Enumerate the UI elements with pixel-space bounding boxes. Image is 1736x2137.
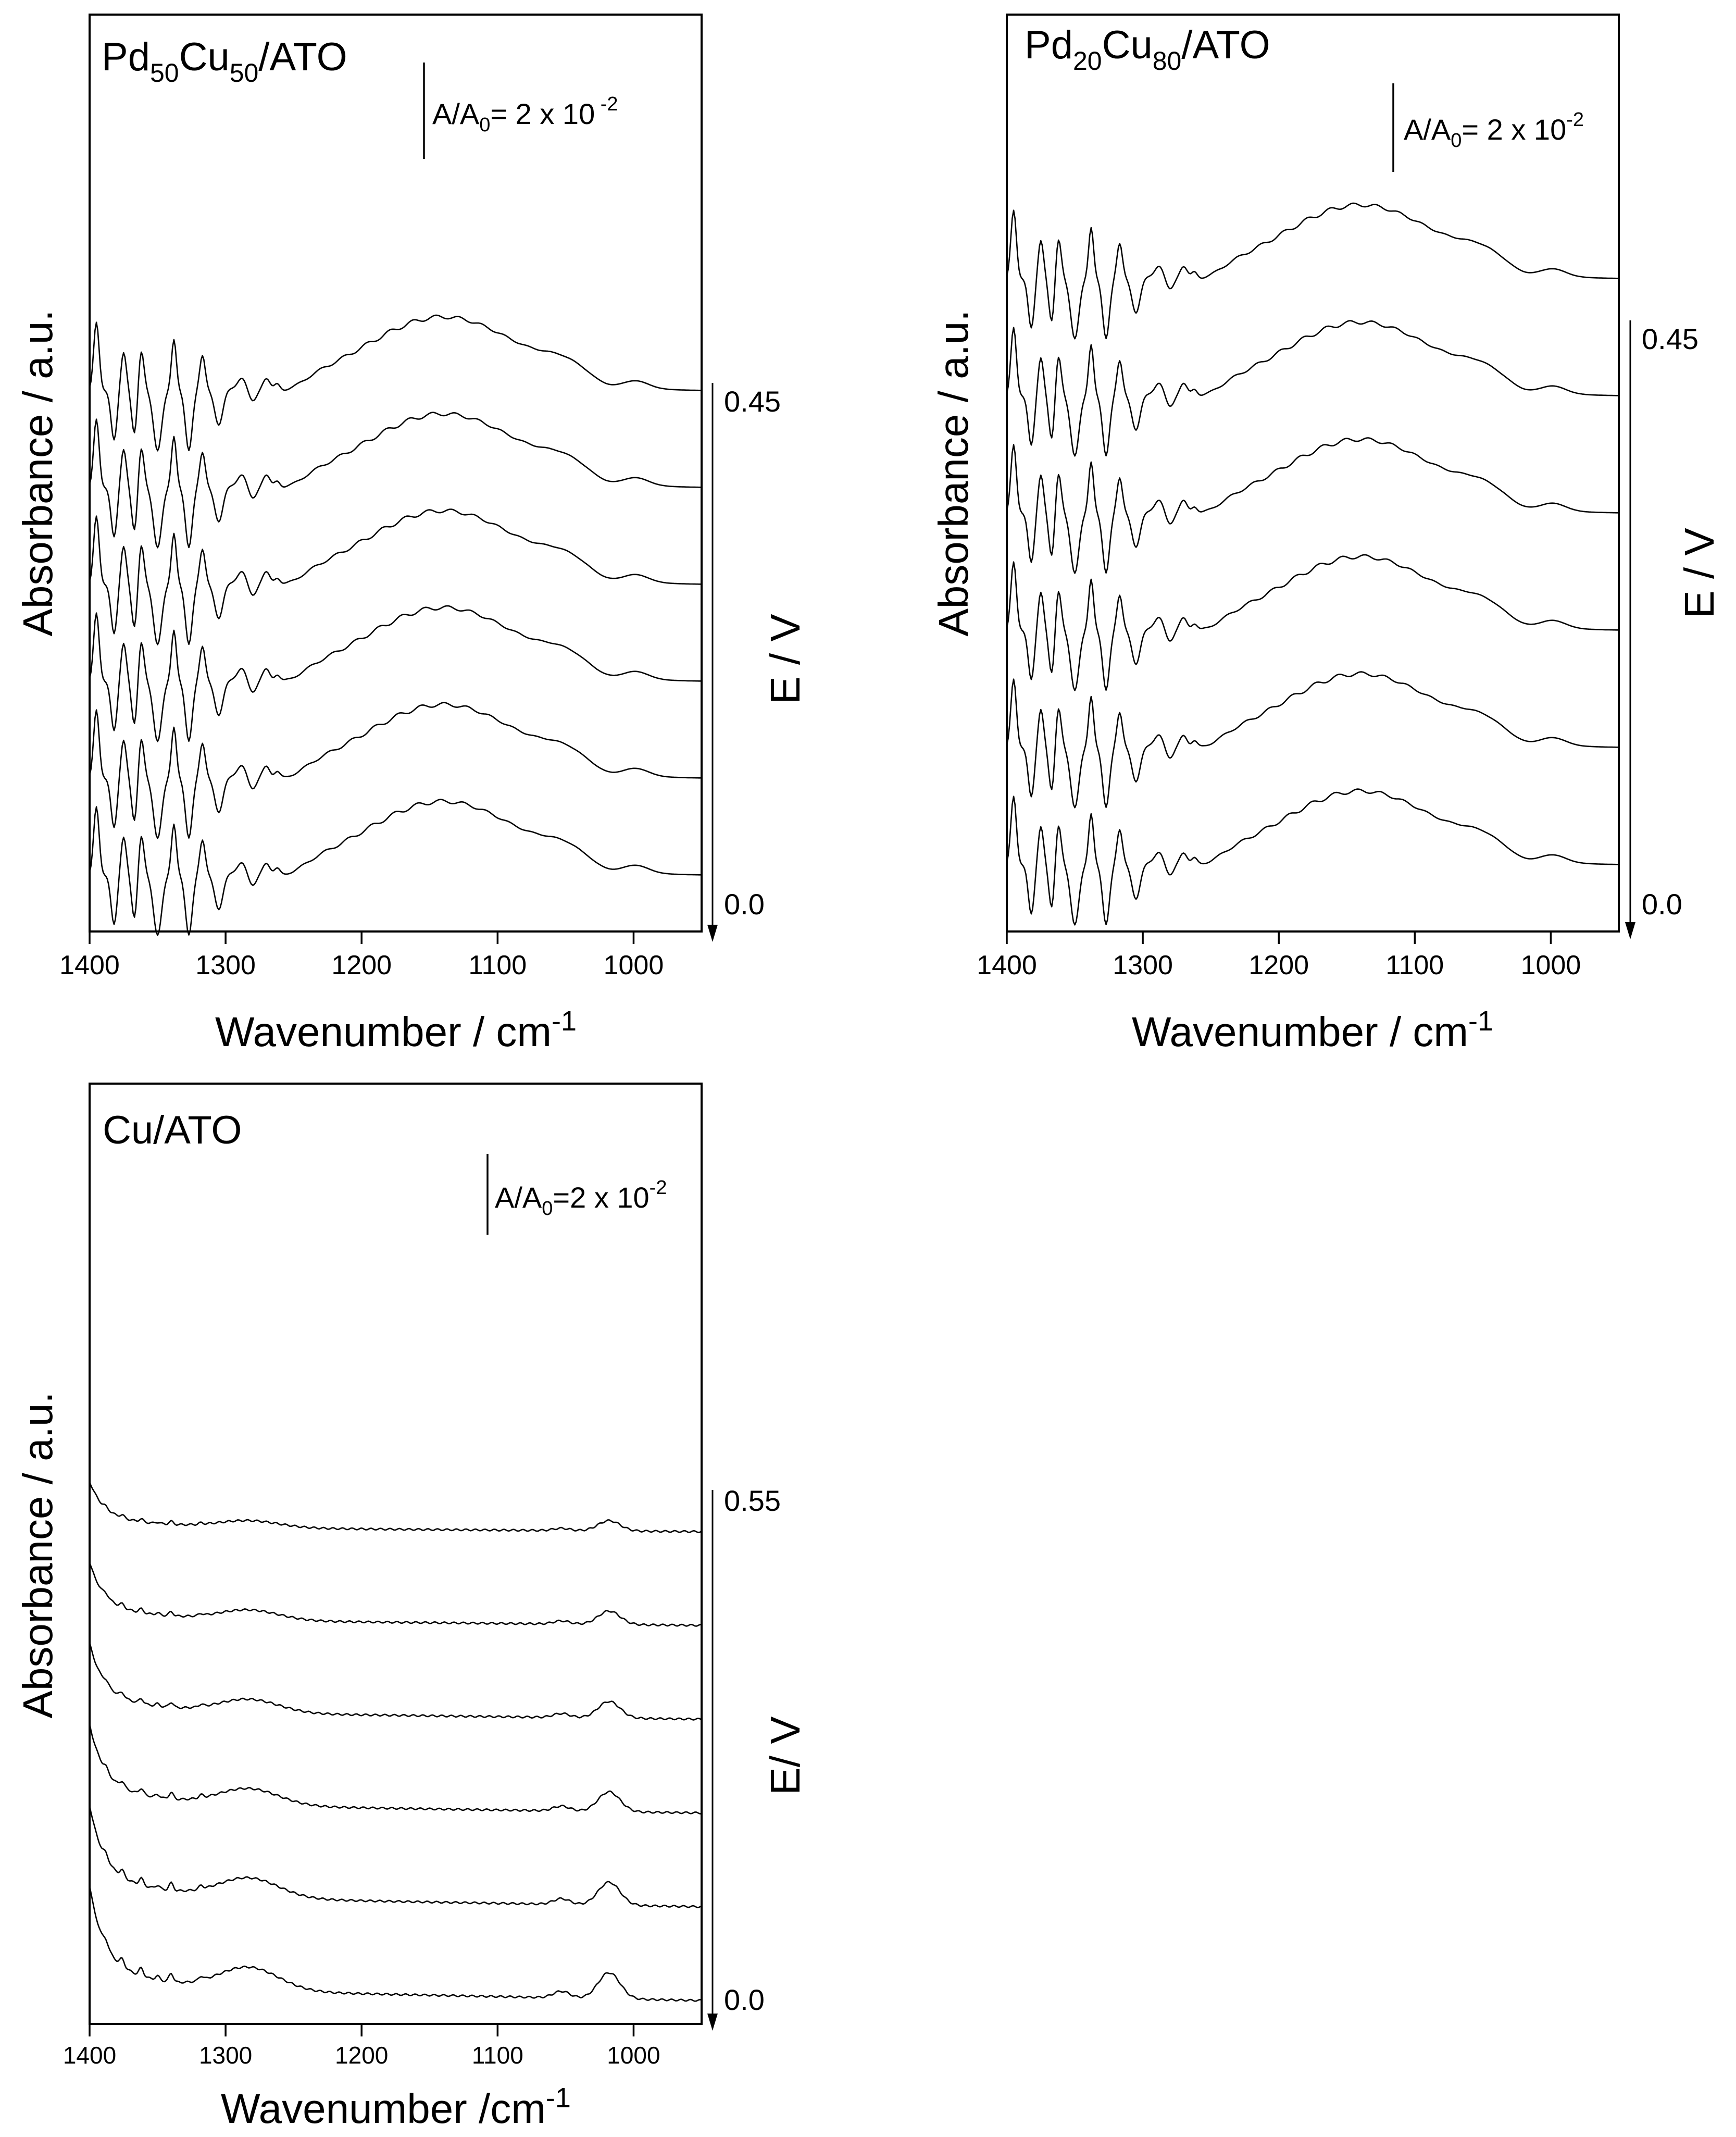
spectrum-line-0 [1006,202,1619,340]
x-axis-label: Wavenumber /cm-1 [221,2082,571,2132]
x-tick-label: 1100 [468,950,527,980]
spectra-traces [89,1481,702,2002]
spectrum-line-0 [89,1481,702,1533]
spectrum-line-1 [89,412,702,549]
potential-start-label: 0.45 [724,385,781,418]
spectrum-line-2 [89,1642,702,1721]
x-tick-label: 1400 [59,950,120,980]
x-tick-label: 1400 [977,950,1037,980]
panel-title: Pd20Cu80/ATO [1025,23,1270,76]
panel-cu-ato: 1400 1300 1200 1100 1000 Cu/ATO A/A0=2 x 10-… [15,1083,808,2132]
y-axis-label: Absorbance / a.u. [930,309,977,636]
x-axis-ticks: 1400 1300 1200 1100 1000 [63,2024,660,2069]
x-tick-label: 1300 [195,950,256,980]
panel-title: Pd50Cu50/ATO [102,35,347,88]
spectrum-line-3 [1006,554,1619,691]
x-axis-label: Wavenumber / cm-1 [215,1005,577,1055]
plot-frame [89,1083,703,2025]
potential-axis-label: E / V [1676,528,1722,618]
spectrum-line-5 [1006,788,1619,926]
x-tick-label: 1100 [1385,950,1444,980]
x-tick-label: 1300 [199,2042,252,2069]
potential-arrowhead [707,2014,718,2031]
spectrum-line-4 [89,1805,702,1908]
x-tick-label: 1200 [331,950,392,980]
x-axis-label: Wavenumber / cm-1 [1132,1005,1493,1055]
scale-bar-label: A/A0=2 x 10-2 [495,1177,667,1220]
plot-frame [89,14,703,933]
x-tick-label: 1400 [63,2042,116,2069]
potential-end-label: 0.0 [1642,888,1682,921]
spectrum-line-1 [89,1562,702,1627]
scale-bar-label: A/A0= 2 x 10-2 [1404,109,1584,152]
spectrum-line-3 [89,1723,702,1815]
potential-arrowhead [1625,922,1635,939]
x-axis-ticks: 1400 1300 1200 1100 1000 [977,931,1581,980]
x-tick-label: 1200 [335,2042,388,2069]
x-tick-label: 1000 [604,950,664,980]
spectrum-line-2 [89,508,702,645]
panel-pd50cu50: 1400 1300 1200 1100 1000 Pd50Cu50/ATO A/A0= … [15,14,808,1055]
scale-bar-label: A/A0= 2 x 10 -2 [432,93,618,136]
x-tick-label: 1300 [1113,950,1173,980]
y-axis-label: Absorbance / a.u. [15,309,61,636]
panel-pd20cu80: 1400 1300 1200 1100 1000 Pd20Cu80/ATO A/A0= … [930,14,1722,1055]
spectrum-line-5 [89,1885,702,2002]
spectrum-line-5 [89,799,702,936]
spectrum-line-0 [89,314,702,452]
spectrum-line-1 [1006,320,1619,457]
potential-start-label: 0.55 [724,1484,781,1517]
potential-axis-label: E/ V [762,1716,808,1795]
potential-start-label: 0.45 [1642,322,1698,355]
spectrum-line-4 [89,702,702,839]
potential-end-label: 0.0 [724,888,765,921]
x-tick-label: 1000 [1521,950,1581,980]
x-tick-label: 1200 [1248,950,1309,980]
y-axis-label: Absorbance / a.u. [15,1391,61,1718]
plot-frame [1006,14,1620,933]
potential-end-label: 0.0 [724,1983,765,2016]
spectra-traces [1006,202,1619,926]
spectrum-line-2 [1006,437,1619,574]
potential-axis-label: E / V [762,614,808,704]
spectra-traces [89,314,702,936]
x-axis-ticks: 1400 1300 1200 1100 1000 [59,931,664,980]
potential-arrowhead [707,925,718,942]
panel-title: Cu/ATO [103,1108,242,1152]
spectrum-line-4 [1006,671,1619,809]
x-tick-label: 1000 [607,2042,660,2069]
x-tick-label: 1100 [472,2042,523,2069]
spectrum-line-3 [89,605,702,742]
